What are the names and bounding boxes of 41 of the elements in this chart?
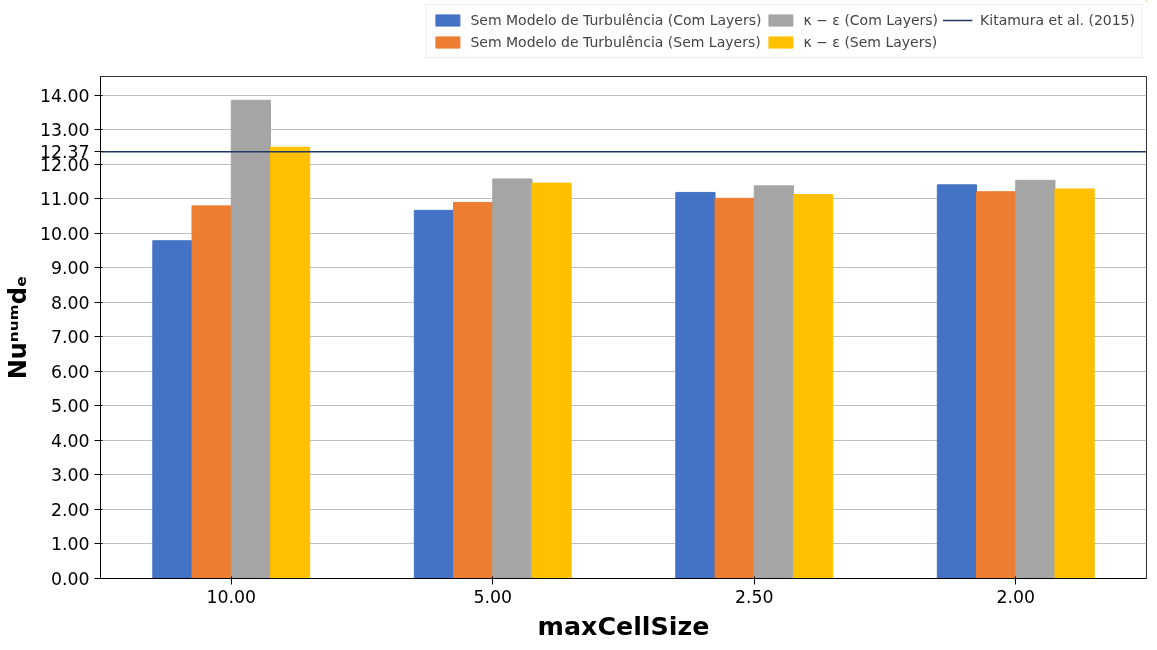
bar xyxy=(976,191,1017,579)
y-tick-label: 4.00 xyxy=(50,430,90,451)
legend-label: Kitamura et al. (2015) xyxy=(980,11,1135,29)
bar xyxy=(936,184,978,579)
bar xyxy=(269,146,311,579)
y-tick-label: 1.00 xyxy=(50,534,90,555)
y-tick-label: 9.00 xyxy=(50,258,90,279)
y-tick-label: 14.00 xyxy=(39,85,90,106)
y-tick-label: 11.00 xyxy=(39,189,90,210)
bar xyxy=(492,178,533,579)
legend-label: κ − ε (Sem Layers) xyxy=(803,33,938,51)
bar xyxy=(230,99,271,579)
x-tick-label: 2.50 xyxy=(734,586,774,607)
bar xyxy=(792,194,834,579)
y-tick-label: 7.00 xyxy=(50,327,90,348)
x-axis-title: maxCellSize xyxy=(537,610,710,641)
x-tick-label: 5.00 xyxy=(473,586,513,607)
bar xyxy=(1015,179,1056,579)
y-tick-label: 13.00 xyxy=(39,120,90,141)
y-tick-label: 0.00 xyxy=(50,569,90,589)
x-tick-label: 2.00 xyxy=(996,586,1036,607)
legend-label: Sem Modelo de Turbulência (Sem Layers) xyxy=(470,33,761,51)
legend-label: Sem Modelo de Turbulência (Com Layers) xyxy=(470,11,762,29)
y-tick-label: 3.00 xyxy=(50,465,90,486)
bar xyxy=(1054,188,1095,579)
y-tick-label: 5.00 xyxy=(50,396,90,417)
x-tick-label: 10.00 xyxy=(206,586,257,607)
bar xyxy=(675,191,716,579)
y-tick-label: 10.00 xyxy=(39,223,90,244)
bar xyxy=(191,205,232,579)
bar xyxy=(413,209,455,579)
bar xyxy=(531,182,572,579)
bar xyxy=(714,197,755,579)
y-tick-label: 8.00 xyxy=(50,292,90,313)
y-axis-title: Nuⁿᵘᵐdₑ xyxy=(3,275,32,380)
bar xyxy=(152,240,193,579)
y-tick-label: 2.00 xyxy=(50,500,90,520)
bar xyxy=(753,185,794,579)
legend-label: κ − ε (Com Layers) xyxy=(803,11,939,29)
bar xyxy=(453,201,494,579)
y-tick-label: 6.00 xyxy=(50,361,90,382)
